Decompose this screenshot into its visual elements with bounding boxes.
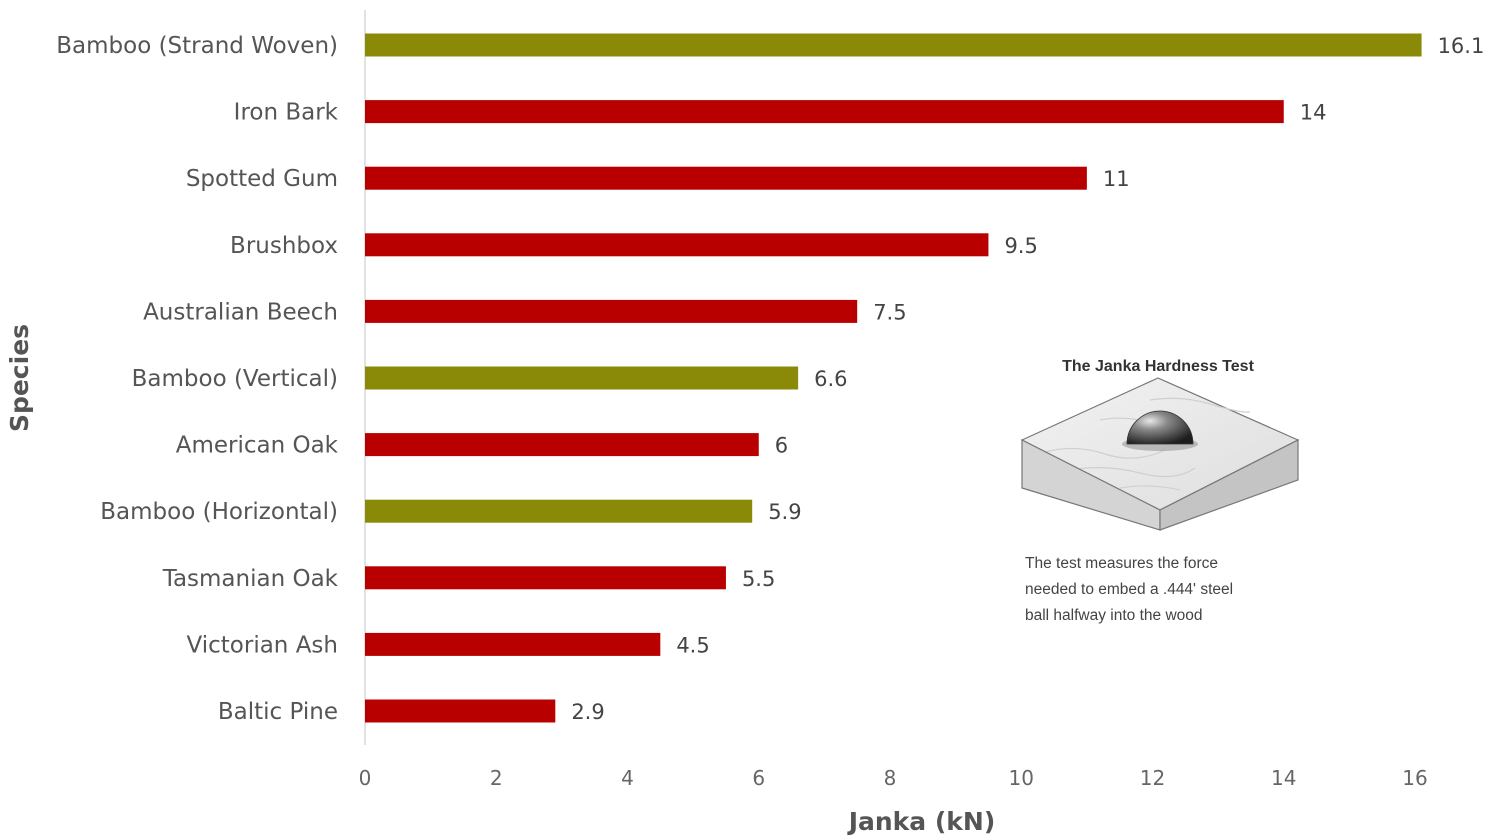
bar [365,632,661,656]
category-label: Brushbox [230,233,338,259]
value-label: 16.1 [1438,34,1485,58]
value-labels: 16.1 14 11 9.5 7.5 6.6 6 5.9 5.5 4.5 2.9 [571,34,1484,724]
value-label: 6.6 [814,367,847,391]
x-tick-label: 0 [359,766,372,790]
y-axis-title: Species [5,324,34,432]
category-label: Bamboo (Horizontal) [100,499,338,525]
inset-caption-line-1: The test measures the force [1025,555,1218,572]
category-label: Bamboo (Vertical) [132,366,338,392]
x-tick-label: 10 [1009,766,1034,790]
category-label: Victorian Ash [187,632,338,658]
inset-caption-line-2: needed to embed a .444' steel [1025,581,1233,598]
bar [365,566,726,590]
bars [365,33,1422,723]
x-tick-label: 2 [490,766,503,790]
janka-test-inset: The Janka Hardness Test The test measure… [1020,358,1300,624]
bar [365,233,989,257]
x-tick-labels: 0 2 4 6 8 10 12 14 16 [359,766,1428,790]
bar [365,299,858,323]
inset-title: The Janka Hardness Test [1062,358,1254,375]
value-label: 11 [1103,167,1130,191]
value-label: 9.5 [1004,234,1037,258]
value-label: 4.5 [676,633,709,657]
wood-block-illustration [1020,377,1300,531]
value-label: 5.5 [742,567,775,591]
x-tick-label: 4 [621,766,634,790]
category-label: Baltic Pine [218,699,338,725]
bar [365,366,799,390]
category-label: Bamboo (Strand Woven) [56,33,338,59]
x-tick-label: 12 [1140,766,1165,790]
category-label: Spotted Gum [186,166,338,192]
category-label: American Oak [176,433,339,459]
x-axis-title: Janka (kN) [847,807,996,836]
category-label: Iron Bark [234,100,339,126]
category-label: Australian Beech [143,299,338,325]
value-label: 2.9 [571,700,604,724]
bar [365,100,1284,124]
x-tick-label: 16 [1402,766,1427,790]
bar [365,33,1422,57]
value-label: 6 [775,434,788,458]
x-tick-label: 6 [752,766,765,790]
value-label: 5.9 [768,500,801,524]
category-label: Tasmanian Oak [162,566,339,592]
value-label: 7.5 [873,300,906,324]
category-labels: Bamboo (Strand Woven) Iron Bark Spotted Gu… [56,33,338,725]
bar [365,499,753,523]
bar [365,699,556,723]
x-tick-label: 14 [1271,766,1296,790]
bar [365,166,1087,190]
value-label: 14 [1300,101,1327,125]
inset-caption-line-3: ball halfway into the wood [1025,607,1203,624]
bar [365,433,759,457]
steel-ball-icon [1126,410,1194,445]
x-tick-label: 8 [884,766,897,790]
